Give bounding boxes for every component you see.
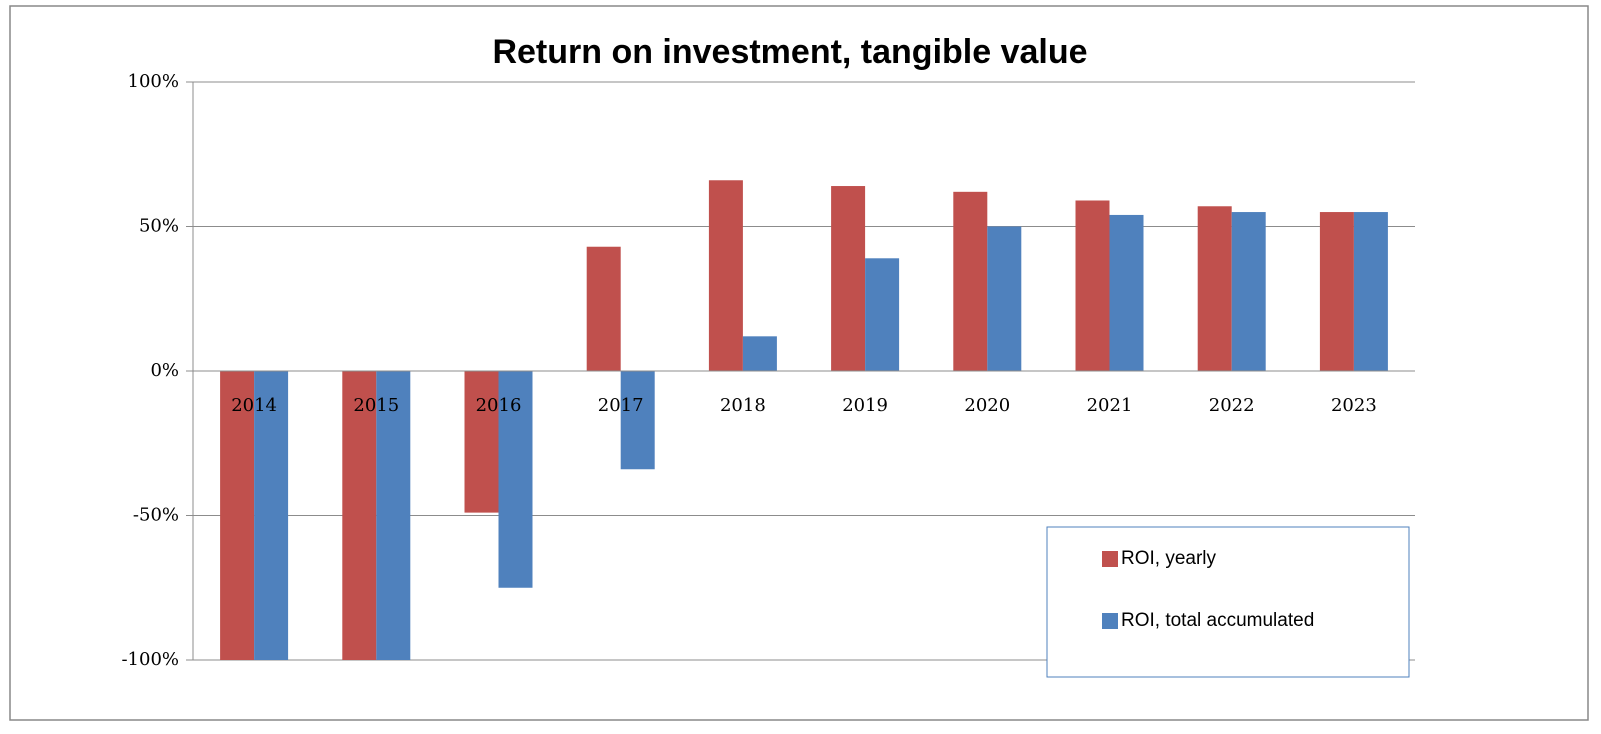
bar <box>1109 214 1144 371</box>
bar <box>1319 212 1354 371</box>
x-tick-label: 2021 <box>1087 395 1133 416</box>
legend-swatch <box>1102 551 1118 567</box>
x-tick-label: 2022 <box>1209 395 1255 416</box>
bar <box>865 258 900 371</box>
bar <box>1353 212 1388 371</box>
y-tick-label: -50% <box>133 505 179 526</box>
bar <box>464 371 499 513</box>
bar <box>742 336 777 371</box>
legend-swatch <box>1102 613 1118 629</box>
bar <box>987 226 1022 371</box>
bar <box>620 371 655 470</box>
bar <box>953 191 988 371</box>
bar <box>586 246 621 371</box>
y-tick-label: 0% <box>150 360 179 381</box>
bar <box>254 371 289 660</box>
x-tick-label: 2015 <box>353 395 399 416</box>
x-tick-label: 2019 <box>842 395 888 416</box>
x-tick-label: 2014 <box>231 395 277 416</box>
bar <box>708 180 743 371</box>
bar <box>831 186 866 371</box>
x-tick-label: 2023 <box>1331 395 1377 416</box>
x-tick-label: 2016 <box>476 395 522 416</box>
y-tick-label: 100% <box>128 71 179 92</box>
bar <box>1075 200 1110 371</box>
x-tick-label: 2017 <box>598 395 644 416</box>
bar <box>1231 212 1266 371</box>
chart-title: Return on investment, tangible value <box>492 33 1087 71</box>
bar <box>376 371 411 660</box>
legend-label: ROI, total accumulated <box>1121 610 1314 631</box>
bar <box>220 371 255 660</box>
bar <box>498 371 533 588</box>
bar <box>342 371 377 660</box>
x-tick-label: 2018 <box>720 395 766 416</box>
y-tick-label: 50% <box>139 216 179 237</box>
x-tick-label: 2020 <box>964 395 1010 416</box>
y-tick-label: -100% <box>121 649 179 670</box>
legend-box <box>1046 526 1410 678</box>
legend-label: ROI, yearly <box>1121 548 1217 569</box>
bar <box>1197 206 1232 371</box>
